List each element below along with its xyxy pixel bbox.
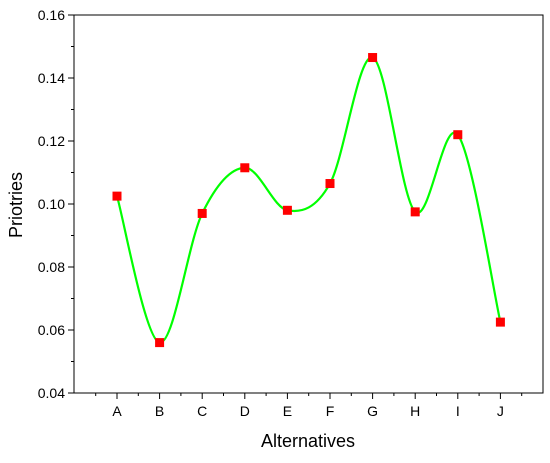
x-tick-label: I <box>456 403 460 419</box>
x-tick-label: F <box>326 403 335 419</box>
x-axis-title: Alternatives <box>261 431 355 451</box>
data-point-b <box>155 338 165 348</box>
data-point-h <box>410 207 420 217</box>
data-point-c <box>197 208 207 218</box>
y-tick-label: 0.04 <box>38 385 65 401</box>
y-tick-label: 0.08 <box>38 259 65 275</box>
x-tick-label: G <box>367 403 378 419</box>
y-tick-label: 0.06 <box>38 322 65 338</box>
x-tick-label: E <box>283 403 292 419</box>
y-axis-title: Priotries <box>6 172 26 238</box>
data-point-d <box>240 163 250 173</box>
series-line <box>115 56 502 344</box>
x-tick-label: A <box>112 403 122 419</box>
data-point-a <box>112 191 122 201</box>
y-tick-label: 0.14 <box>38 70 65 86</box>
y-tick-label: 0.12 <box>38 133 65 149</box>
x-tick-label: H <box>410 403 420 419</box>
data-point-i <box>453 130 463 140</box>
y-tick-label: 0.10 <box>38 196 65 212</box>
x-tick-label: J <box>497 403 504 419</box>
data-point-j <box>495 317 505 327</box>
plot-frame <box>73 14 544 394</box>
data-point-e <box>282 205 292 215</box>
data-point-g <box>368 53 378 63</box>
y-tick-label: 0.16 <box>38 7 65 23</box>
x-tick-label: B <box>155 403 164 419</box>
x-tick-label: C <box>197 403 207 419</box>
x-tick-label: D <box>240 403 250 419</box>
data-point-f <box>325 179 335 189</box>
